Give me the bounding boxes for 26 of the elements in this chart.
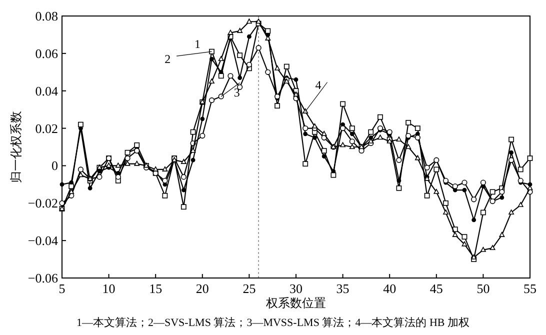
y-tick-label: 0.02: [35, 120, 58, 136]
x-axis-title: 权系数位置: [265, 296, 326, 310]
y-tick-label: −0.02: [28, 196, 58, 211]
y-tick-label: 0.04: [35, 83, 58, 98]
x-tick-label: 5: [58, 281, 66, 296]
series-label: 1: [194, 37, 201, 52]
x-tick-label: 45: [430, 281, 443, 296]
x-tick-label: 10: [102, 281, 116, 296]
y-tick-label: −0.04: [28, 233, 58, 248]
y-axis-title: 归一化权系数: [9, 111, 23, 183]
y-tick-label: 0: [52, 158, 58, 174]
y-tick-label: 0.08: [35, 8, 58, 24]
x-tick-label: 55: [524, 281, 536, 296]
text: 1—本文算法；2—SVS-LMS 算法；3—MVSS-LMS 算法；4—本文算法的 HB 加权: [76, 316, 470, 329]
x-tick-label: 40: [383, 281, 396, 296]
y-tick-label: 0.06: [35, 46, 58, 61]
series-label: 4: [315, 78, 322, 92]
x-tick-label: 30: [290, 281, 302, 296]
x-tick-label: 20: [196, 281, 209, 296]
y-tick-label: −0.06: [28, 270, 58, 286]
x-tick-label: 50: [476, 281, 490, 296]
legend-label: 2: [164, 52, 171, 66]
x-tick-label: 35: [336, 281, 350, 296]
x-tick-label: 15: [149, 281, 162, 296]
x-tick-label: 25: [242, 281, 256, 296]
series-label: 3: [234, 86, 240, 100]
